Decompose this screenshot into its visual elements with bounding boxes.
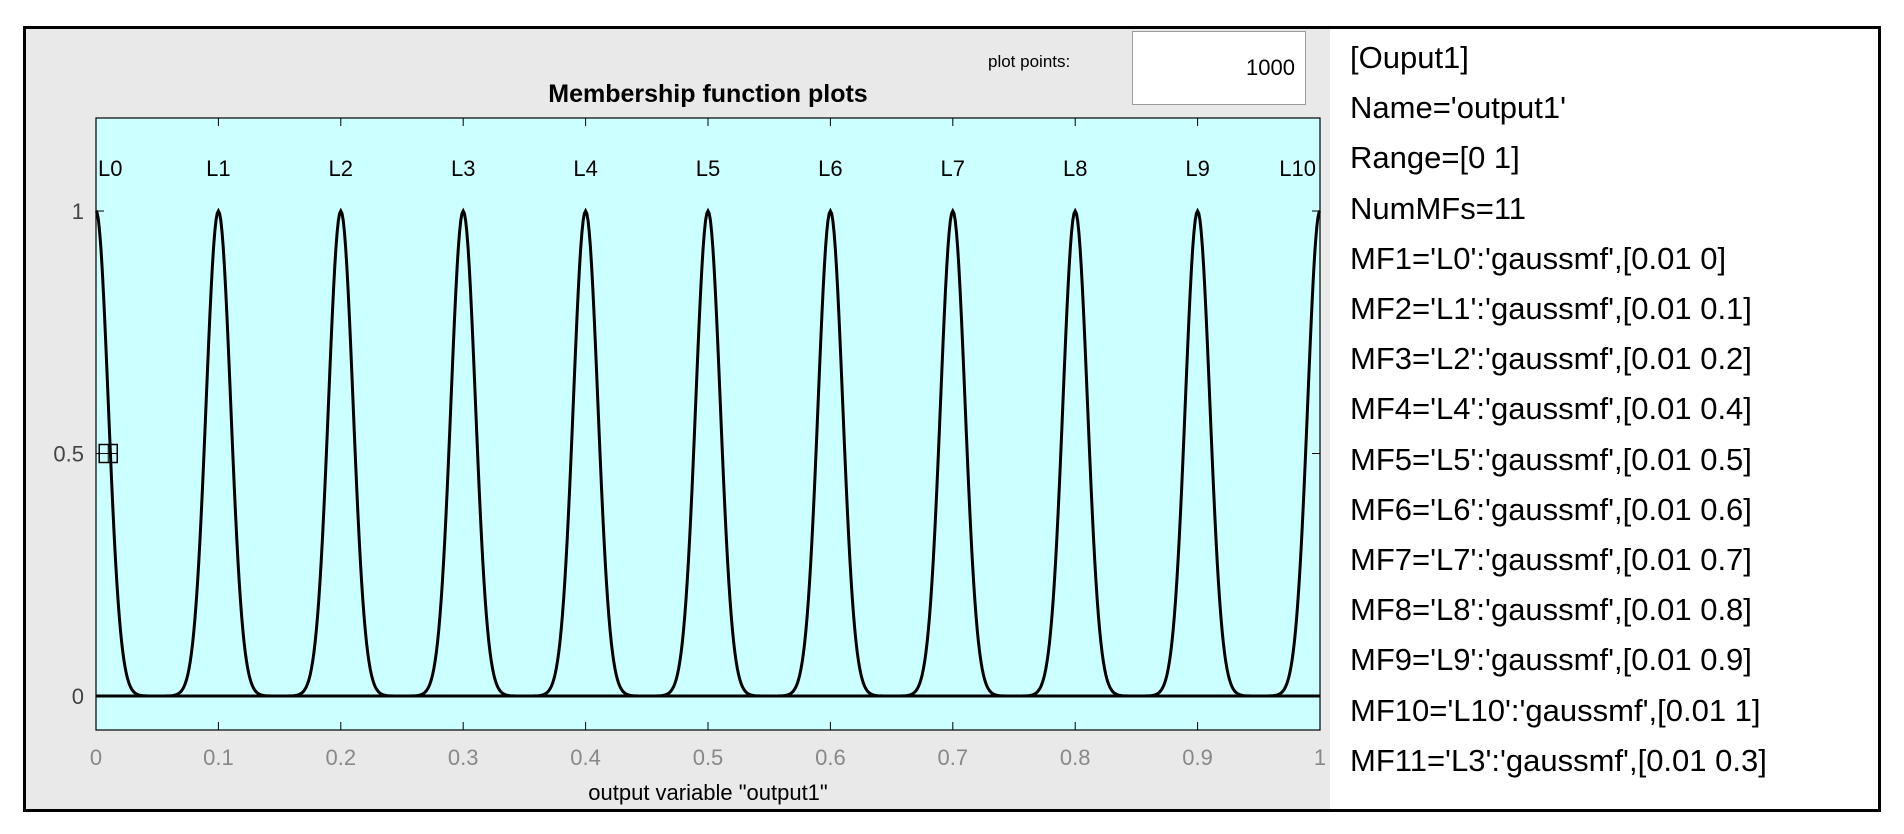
- chart-title: Membership function plots: [548, 80, 867, 108]
- mf-label-l10: L10: [1279, 156, 1316, 181]
- x-tick-label: 0.2: [326, 745, 357, 770]
- plot-area: [95, 117, 1321, 731]
- x-tick-label: 0.8: [1060, 745, 1091, 770]
- fis-text-line: MF1='L0':'gaussmf',[0.01 0]: [1350, 240, 1727, 276]
- fis-text-line: NumMFs=11: [1350, 190, 1526, 226]
- x-tick-label: 0.5: [693, 745, 724, 770]
- mf-label-l9: L9: [1185, 156, 1209, 181]
- x-tick-label: 0.1: [203, 745, 234, 770]
- fis-text-line: MF7='L7':'gaussmf',[0.01 0.7]: [1350, 542, 1752, 577]
- fis-text-line: MF3='L2':'gaussmf',[0.01 0.2]: [1350, 341, 1752, 377]
- mf-label-l5: L5: [696, 156, 720, 181]
- fis-text-line: Name='output1': [1350, 90, 1567, 126]
- x-tick-label: 0.4: [570, 745, 601, 770]
- y-tick-label: 0.5: [53, 442, 84, 467]
- fis-text-line: MF9='L9':'gaussmf',[0.01 0.9]: [1350, 642, 1752, 678]
- fis-text-line: Range=[0 1]: [1350, 140, 1520, 176]
- fis-text-line: MF6='L6':'gaussmf',[0.01 0.6]: [1350, 491, 1752, 527]
- mf-label-l3: L3: [451, 156, 475, 181]
- mf-label-l8: L8: [1063, 156, 1087, 181]
- x-tick-label: 1: [1314, 745, 1326, 770]
- x-axis-label: output variable "output1": [588, 780, 827, 805]
- x-tick-label: 0.3: [448, 745, 479, 770]
- fis-text-panel: [1330, 29, 1878, 809]
- mf-label-l6: L6: [818, 156, 842, 181]
- fis-text-line: MF11='L3':'gaussmf',[0.01 0.3]: [1350, 742, 1767, 778]
- plot-points-label: plot points:: [988, 52, 1071, 71]
- mf-curve-l10[interactable]: [1246, 209, 1322, 698]
- fis-text-line: MF4='L4':'gaussmf',[0.01 0.4]: [1350, 391, 1752, 427]
- x-tick-label: 0.7: [938, 745, 969, 770]
- x-tick-label: 0.6: [815, 745, 846, 770]
- mf-label-l4: L4: [573, 156, 597, 181]
- fis-text-line: MF2='L1':'gaussmf',[0.01 0.1]: [1350, 291, 1752, 326]
- fis-text-line: MF5='L5':'gaussmf',[0.01 0.5]: [1350, 441, 1752, 477]
- mf-label-l0: L0: [98, 156, 122, 181]
- plot-points-input[interactable]: [1132, 31, 1306, 105]
- fis-text-line: [Ouput1]: [1350, 40, 1469, 75]
- y-tick-label: 1: [72, 199, 84, 224]
- x-tick-label: 0: [90, 745, 102, 770]
- x-tick-label: 0.9: [1182, 745, 1213, 770]
- fis-text-line: MF10='L10':'gaussmf',[0.01 1]: [1350, 692, 1761, 728]
- mf-label-l1: L1: [206, 156, 230, 181]
- fis-text-line: MF8='L8':'gaussmf',[0.01 0.8]: [1350, 592, 1752, 628]
- y-tick-label: 0: [72, 684, 84, 709]
- mf-label-l7: L7: [941, 156, 965, 181]
- mf-label-l2: L2: [329, 156, 353, 181]
